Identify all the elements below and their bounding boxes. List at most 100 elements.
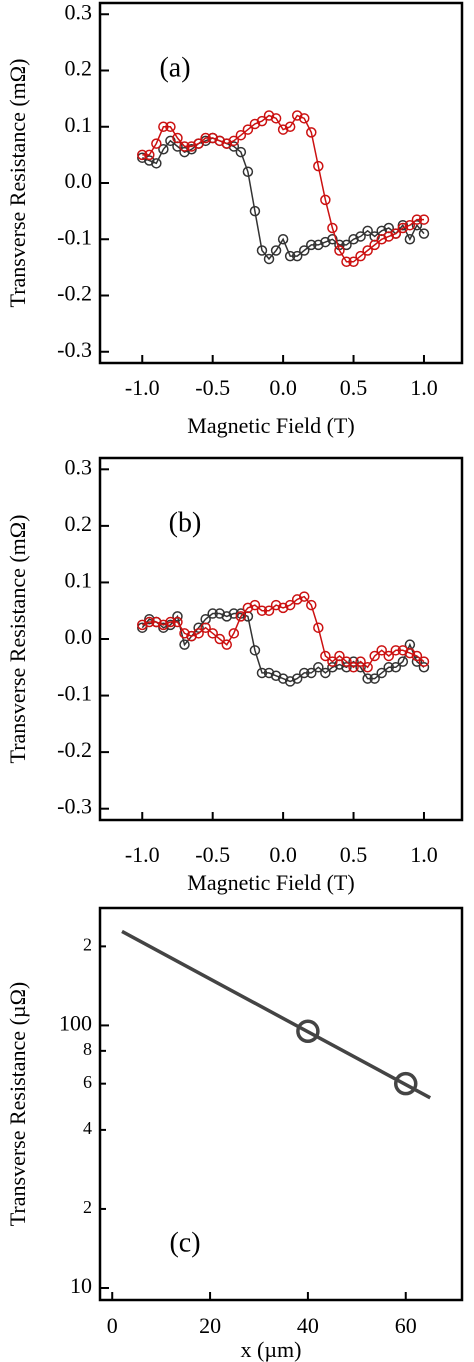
data-point — [291, 594, 303, 605]
y-tick-label: 0.1 — [65, 567, 93, 592]
data-point — [348, 662, 359, 673]
data-point — [390, 228, 402, 239]
plot-frame — [98, 906, 464, 1302]
data-point — [355, 656, 366, 667]
data-point — [214, 608, 225, 619]
data-point — [193, 138, 204, 149]
data-point — [270, 670, 282, 682]
data-point — [327, 234, 338, 245]
data-point — [341, 239, 352, 251]
data-point — [383, 662, 395, 673]
data-point — [334, 245, 345, 256]
x-tick-label: 0.5 — [340, 375, 368, 400]
data-point — [390, 662, 402, 673]
data-point — [313, 239, 324, 251]
data-point — [298, 667, 310, 679]
data-point — [277, 673, 289, 684]
data-point — [291, 250, 303, 262]
data-point — [256, 667, 268, 679]
y-tick-label: -0.1 — [57, 681, 92, 706]
x-tick-label: 20 — [199, 1313, 221, 1338]
data-point — [263, 605, 275, 616]
data-point — [411, 656, 423, 667]
y-tick-label: 2 — [83, 1197, 92, 1217]
data-point — [369, 673, 380, 684]
x-tick-label: 0 — [107, 1313, 118, 1338]
data-point — [291, 110, 303, 121]
data-point — [249, 118, 261, 130]
data-point — [214, 633, 225, 645]
data-point — [348, 656, 359, 667]
data-point — [158, 619, 169, 631]
data-point — [214, 135, 225, 147]
data-point — [270, 245, 282, 256]
data-point — [369, 650, 380, 662]
data-point — [172, 611, 183, 622]
panel-label: (c) — [169, 1227, 200, 1258]
data-point — [298, 245, 310, 256]
x-tick-label: 0.0 — [269, 842, 297, 867]
data-point — [362, 245, 373, 256]
data-point — [249, 599, 261, 611]
data-point — [306, 239, 317, 251]
y-tick-label: -0.3 — [57, 794, 92, 819]
y-tick-label: 8 — [83, 1039, 92, 1059]
x-tick-label: -0.5 — [195, 375, 230, 400]
data-point — [284, 121, 296, 132]
y-tick-label: 0.1 — [65, 112, 93, 137]
data-point — [137, 152, 148, 163]
data-point — [256, 115, 268, 127]
data-point — [158, 121, 169, 132]
x-tick-label: 1.0 — [410, 375, 438, 400]
data-point — [376, 645, 387, 656]
y-tick-label: 0.0 — [65, 624, 93, 649]
data-point — [411, 219, 423, 231]
y-axis-label: Transverse Resistance (mΩ) — [5, 515, 30, 764]
x-tick-label: -1.0 — [125, 375, 160, 400]
data-point — [221, 138, 233, 149]
data-point — [144, 613, 155, 625]
data-point — [235, 146, 247, 158]
data-point — [411, 214, 423, 225]
data-point — [207, 132, 218, 144]
data-point — [284, 676, 296, 687]
data-point — [277, 124, 289, 135]
data-point — [172, 616, 183, 628]
data-point — [193, 622, 204, 633]
data-point — [383, 650, 395, 662]
data-point — [320, 650, 331, 662]
data-point — [221, 639, 233, 650]
data-point — [137, 149, 148, 161]
data-point — [207, 628, 218, 639]
series-line — [142, 595, 425, 669]
data-point — [249, 205, 261, 217]
data-point — [228, 628, 240, 639]
data-point — [320, 194, 331, 206]
data-point — [179, 141, 190, 152]
y-tick-label: 0.0 — [65, 168, 93, 193]
data-point — [397, 645, 409, 656]
data-point — [270, 113, 282, 124]
data-point — [158, 144, 169, 155]
data-point — [228, 608, 240, 619]
data-point — [172, 132, 183, 144]
data-point — [404, 647, 416, 659]
y-tick-label: 2 — [83, 934, 92, 954]
data-point — [313, 622, 324, 633]
data-point — [376, 667, 387, 679]
data-point — [362, 662, 373, 673]
data-point — [306, 667, 317, 679]
plot-frame — [98, 456, 464, 822]
data-point — [291, 673, 303, 684]
data-point — [404, 219, 416, 231]
data-point — [249, 645, 261, 656]
data-point — [179, 146, 190, 158]
y-tick-label: 10 — [70, 1273, 92, 1298]
x-tick-label: -1.0 — [125, 842, 160, 867]
x-tick-label: 40 — [297, 1313, 319, 1338]
data-point — [144, 149, 155, 161]
data-point — [186, 630, 197, 642]
data-point — [298, 591, 310, 602]
data-point — [383, 231, 395, 242]
data-point — [306, 127, 317, 138]
